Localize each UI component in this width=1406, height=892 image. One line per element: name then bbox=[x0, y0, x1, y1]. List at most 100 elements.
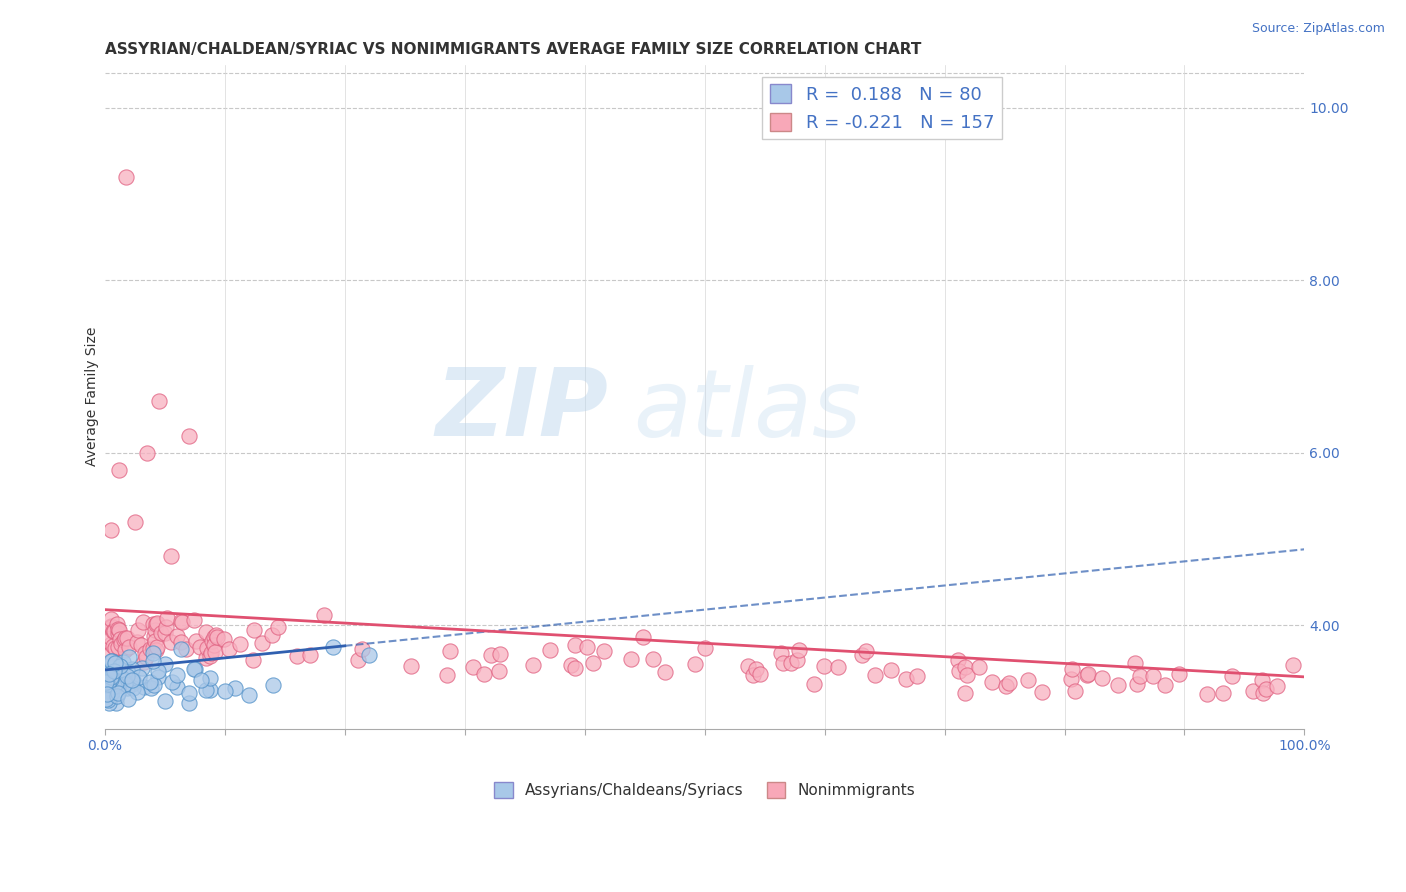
Point bbox=[142, 617, 165, 632]
Point bbox=[813, 659, 835, 673]
Point bbox=[641, 652, 664, 666]
Point bbox=[104, 679, 127, 693]
Point bbox=[121, 675, 143, 690]
Point bbox=[855, 644, 877, 658]
Point bbox=[111, 673, 134, 687]
Point bbox=[472, 667, 495, 681]
Point bbox=[166, 680, 188, 694]
Point bbox=[104, 641, 127, 656]
Point bbox=[564, 638, 586, 652]
Point bbox=[104, 678, 127, 692]
Point bbox=[159, 635, 181, 649]
Point bbox=[103, 679, 125, 693]
Point bbox=[1076, 667, 1098, 681]
Point bbox=[143, 678, 166, 692]
Point bbox=[789, 643, 811, 657]
Point bbox=[207, 630, 229, 644]
Point bbox=[1123, 657, 1146, 671]
Point bbox=[121, 673, 143, 688]
Point bbox=[97, 693, 120, 707]
Point bbox=[779, 656, 801, 670]
Point bbox=[107, 686, 129, 700]
Point bbox=[127, 623, 149, 637]
Point bbox=[115, 669, 138, 683]
Point bbox=[1153, 678, 1175, 692]
Point bbox=[122, 673, 145, 687]
Point bbox=[103, 624, 125, 638]
Text: atlas: atlas bbox=[633, 365, 860, 456]
Point bbox=[134, 646, 156, 660]
Point bbox=[105, 676, 128, 690]
Point bbox=[631, 630, 654, 644]
Point bbox=[96, 673, 118, 687]
Point bbox=[121, 662, 143, 676]
Point bbox=[1168, 667, 1191, 681]
Point bbox=[198, 682, 221, 697]
Point bbox=[695, 640, 717, 655]
Point bbox=[100, 524, 122, 538]
Point bbox=[522, 657, 544, 672]
Point bbox=[1251, 686, 1274, 700]
Point bbox=[463, 660, 485, 674]
Text: ASSYRIAN/CHALDEAN/SYRIAC VS NONIMMIGRANTS AVERAGE FAMILY SIZE CORRELATION CHART: ASSYRIAN/CHALDEAN/SYRIAC VS NONIMMIGRANT… bbox=[105, 42, 921, 57]
Point bbox=[146, 616, 169, 631]
Point bbox=[97, 674, 120, 689]
Point bbox=[111, 671, 134, 685]
Point bbox=[142, 646, 165, 660]
Point bbox=[242, 653, 264, 667]
Point bbox=[177, 696, 200, 710]
Point bbox=[981, 674, 1004, 689]
Point bbox=[592, 644, 614, 658]
Point bbox=[479, 648, 502, 662]
Point bbox=[100, 612, 122, 626]
Point bbox=[654, 665, 676, 679]
Point bbox=[262, 678, 284, 692]
Point bbox=[104, 656, 127, 670]
Point bbox=[127, 635, 149, 649]
Point bbox=[132, 655, 155, 669]
Point bbox=[1077, 666, 1099, 681]
Point bbox=[238, 688, 260, 702]
Point bbox=[98, 690, 121, 704]
Point bbox=[204, 645, 226, 659]
Point bbox=[107, 669, 129, 683]
Point bbox=[105, 616, 128, 631]
Point bbox=[194, 625, 217, 640]
Point bbox=[827, 660, 849, 674]
Point bbox=[101, 654, 124, 668]
Point bbox=[956, 667, 979, 681]
Point bbox=[1018, 673, 1040, 687]
Point bbox=[953, 660, 976, 674]
Point bbox=[1241, 684, 1264, 698]
Point bbox=[135, 650, 157, 665]
Point bbox=[103, 624, 125, 638]
Point bbox=[94, 669, 117, 683]
Point bbox=[153, 694, 176, 708]
Point bbox=[575, 640, 598, 655]
Point bbox=[145, 640, 167, 654]
Point bbox=[772, 656, 794, 670]
Point bbox=[121, 676, 143, 690]
Point bbox=[218, 642, 240, 657]
Point bbox=[176, 642, 198, 657]
Text: Source: ZipAtlas.com: Source: ZipAtlas.com bbox=[1251, 22, 1385, 36]
Point bbox=[197, 641, 219, 656]
Point bbox=[863, 667, 886, 681]
Point bbox=[104, 677, 127, 691]
Point bbox=[100, 667, 122, 681]
Point bbox=[1251, 673, 1274, 688]
Point bbox=[115, 664, 138, 678]
Point bbox=[108, 659, 131, 673]
Point bbox=[194, 651, 217, 665]
Point bbox=[153, 657, 176, 671]
Point bbox=[143, 629, 166, 643]
Point bbox=[967, 660, 990, 674]
Point bbox=[803, 677, 825, 691]
Point bbox=[998, 676, 1021, 690]
Point bbox=[905, 669, 928, 683]
Point bbox=[260, 628, 283, 642]
Point bbox=[1129, 669, 1152, 683]
Point bbox=[1282, 658, 1305, 673]
Point bbox=[194, 683, 217, 698]
Point bbox=[108, 670, 131, 684]
